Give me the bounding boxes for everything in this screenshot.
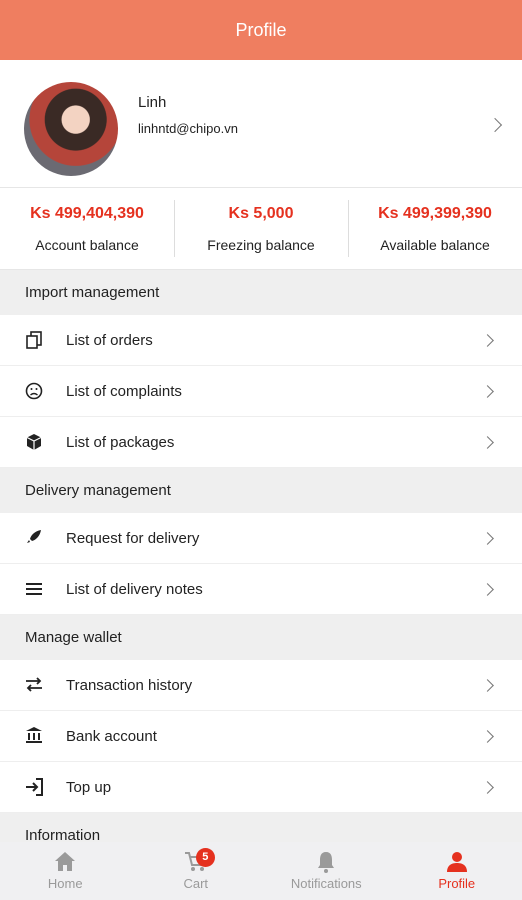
nav-item[interactable]: Home	[0, 842, 131, 900]
nav-icon	[318, 852, 335, 873]
balance-amount: Ks 5,000	[228, 205, 294, 222]
icon	[26, 727, 42, 743]
menu-label: List of orders	[66, 331, 153, 349]
chevron	[481, 531, 494, 545]
bottom-nav: Home Cart 5 Notifications Profile	[0, 842, 522, 900]
menu-label: Request for delivery	[66, 529, 200, 547]
menu-item[interactable]: Bank account	[0, 711, 522, 762]
menu-item[interactable]: Transaction history	[0, 660, 522, 711]
chevron	[481, 780, 494, 794]
icon	[26, 331, 42, 349]
balance: Ks 499,404,390 Account balance	[0, 188, 174, 269]
icon	[27, 530, 41, 543]
icon	[26, 434, 42, 450]
nav-item[interactable]: Cart 5	[131, 842, 262, 900]
balance-label: Account balance	[35, 237, 139, 253]
section-header: Manage wallet	[0, 615, 522, 660]
menu-item[interactable]: List of complaints	[0, 366, 522, 417]
menu-item[interactable]: List of delivery notes	[0, 564, 522, 615]
balance-amount: Ks 499,404,390	[30, 205, 144, 222]
menu-item[interactable]: Request for delivery	[0, 513, 522, 564]
header-title: Profile	[0, 0, 522, 60]
nav-label: Home	[47, 876, 83, 891]
menu-label: Bank account	[66, 727, 157, 745]
avatar	[24, 82, 118, 176]
chevron	[481, 435, 494, 449]
icon	[25, 382, 43, 400]
chevron	[481, 678, 494, 692]
icon	[26, 677, 42, 692]
section-header: Delivery management	[0, 468, 522, 513]
nav-icon	[446, 852, 467, 872]
menu-item[interactable]: Top up	[0, 762, 522, 813]
profile-email: linhntd@chipo.vn	[138, 121, 238, 136]
chevron	[481, 333, 494, 347]
menu-label: Top up	[66, 778, 112, 796]
menu-item[interactable]: List of orders	[0, 315, 522, 366]
balance-label: Available balance	[380, 237, 490, 253]
balance-label: Freezing balance	[207, 237, 315, 253]
nav-icon	[55, 852, 76, 871]
icon	[26, 583, 42, 595]
menu-label: List of delivery notes	[66, 580, 203, 598]
chevron	[481, 582, 494, 596]
section-header: Import management	[0, 270, 522, 315]
profile-name: Linh	[138, 94, 167, 111]
chevron	[487, 117, 503, 133]
nav-item[interactable]: Profile	[392, 842, 522, 900]
nav-label: Notifications	[290, 876, 362, 891]
balances: Ks 499,404,390 Account balance Ks 5,000 Fre…	[0, 188, 522, 270]
chevron	[481, 729, 494, 743]
cart-badge: 5	[195, 848, 215, 867]
nav-label: Cart	[183, 876, 209, 891]
menu-label: List of complaints	[66, 382, 182, 400]
chevron	[481, 384, 494, 398]
icon	[26, 778, 43, 796]
balance: Ks 5,000 Freezing balance	[174, 188, 348, 269]
menu-label: List of packages	[66, 433, 175, 451]
balance-amount: Ks 499,399,390	[378, 205, 492, 222]
menu-label: Transaction history	[66, 676, 193, 694]
nav-label: Profile	[438, 876, 476, 891]
menu: Import management List of orders List of c…	[0, 270, 522, 858]
nav-item[interactable]: Notifications	[261, 842, 392, 900]
menu-item[interactable]: List of packages	[0, 417, 522, 468]
profile-card[interactable]: Linh linhntd@chipo.vn	[0, 60, 522, 188]
balance: Ks 499,399,390 Available balance	[348, 188, 522, 269]
